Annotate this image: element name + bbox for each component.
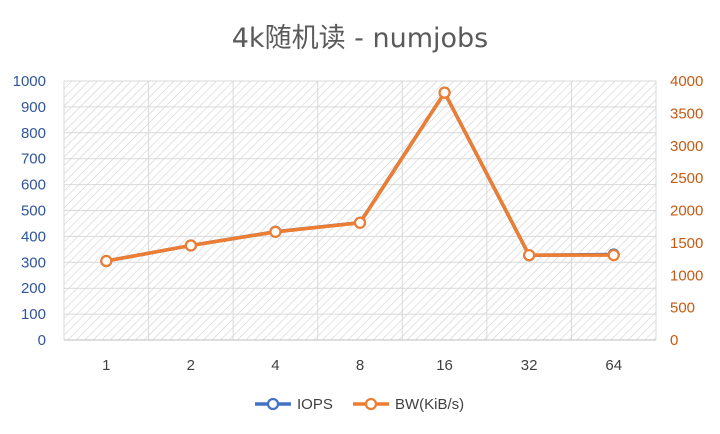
y-left-tick-label: 600 (21, 177, 46, 194)
bw-point (184, 239, 197, 252)
x-tick-label: 1 (102, 357, 110, 374)
bw-point (269, 225, 282, 238)
bw-point (607, 249, 620, 262)
y-right-tick-label: 500 (670, 300, 695, 317)
legend-bw-label: BW(KiB/s) (395, 396, 464, 413)
x-tick-label: 8 (356, 357, 364, 374)
y-right-tick-label: 1500 (670, 235, 703, 252)
bw-point (100, 254, 113, 268)
axes: 0 100 200 300 400 500 600 700 800 900 1000 0 500 1000… (13, 73, 704, 374)
legend-bw-marker (364, 397, 378, 411)
y-left-tick-label: 800 (21, 125, 46, 142)
y-right-tick-label: 3500 (670, 105, 703, 122)
gridlines (63, 80, 657, 341)
y-left-tick-label: 900 (21, 99, 46, 116)
legend: IOPS BW(KiB/s) (255, 396, 464, 413)
y-left-tick-label: 300 (21, 254, 46, 271)
bw-point (438, 86, 451, 99)
y-left-tick-label: 1000 (13, 73, 46, 90)
y-right-tick-label: 2500 (670, 170, 703, 187)
x-tick-label: 16 (436, 357, 453, 374)
y-right-tick-label: 4000 (670, 73, 703, 90)
y-left-tick-label: 200 (21, 280, 46, 297)
y-left-tick-label: 0 (38, 332, 46, 349)
bw-point (353, 216, 367, 229)
y-right-tick-label: 3000 (670, 138, 703, 155)
y-right-tick-label: 1000 (670, 267, 703, 284)
x-tick-label: 2 (187, 357, 195, 374)
y-left-tick-label: 500 (21, 203, 46, 220)
legend-iops-marker (266, 397, 280, 411)
y-right-tick-label: 2000 (670, 203, 703, 220)
x-tick-label: 32 (521, 357, 538, 374)
legend-iops-label: IOPS (297, 396, 333, 413)
y-left-tick-label: 700 (21, 151, 46, 168)
chart-title: 4k随机读 - numjobs (232, 23, 488, 54)
y-right-tick-label: 0 (670, 332, 678, 349)
y-left-tick-label: 400 (21, 228, 46, 245)
series-group (100, 86, 620, 268)
bw-point (523, 249, 536, 262)
x-tick-label: 4 (271, 357, 279, 374)
x-tick-label: 64 (605, 357, 622, 374)
y-left-tick-label: 100 (21, 306, 46, 323)
